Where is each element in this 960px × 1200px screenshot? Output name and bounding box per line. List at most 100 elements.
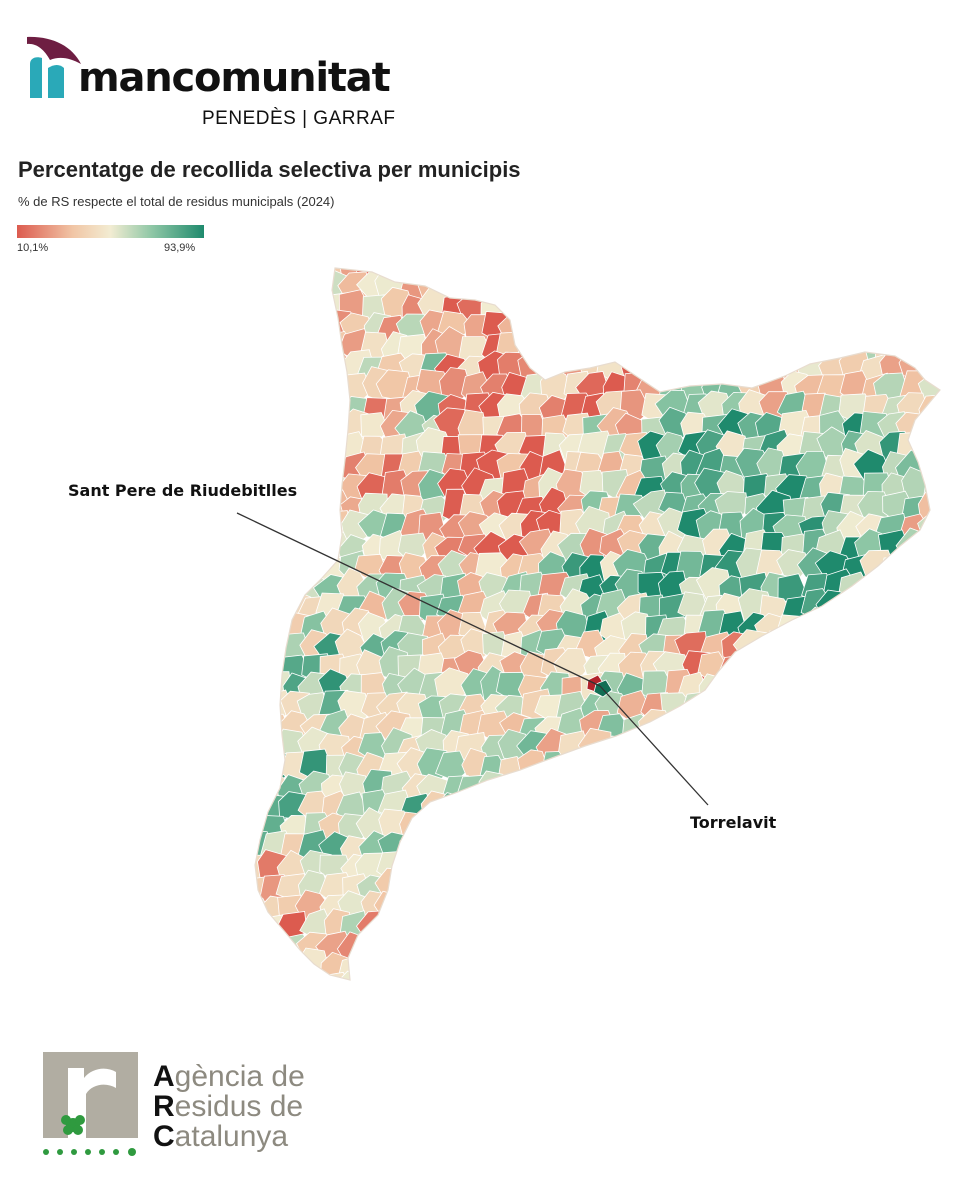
municipality-cell bbox=[484, 913, 515, 946]
municipality-cell bbox=[737, 285, 773, 324]
municipality-cell bbox=[441, 834, 477, 866]
municipality-cell bbox=[595, 891, 633, 926]
municipality-cell bbox=[581, 870, 613, 904]
municipality-cell bbox=[938, 432, 940, 466]
municipality-cell bbox=[897, 728, 933, 763]
municipality-cell bbox=[920, 892, 940, 925]
municipality-cell bbox=[794, 653, 830, 685]
municipality-cell bbox=[641, 812, 674, 846]
municipality-cell bbox=[356, 950, 391, 980]
municipality-cell bbox=[255, 595, 271, 625]
municipality-cell bbox=[780, 973, 815, 980]
municipality-cell bbox=[697, 334, 729, 367]
municipality-cell bbox=[497, 948, 529, 980]
municipality-cell bbox=[862, 913, 895, 947]
municipality-cell bbox=[516, 314, 552, 346]
municipality-cell bbox=[402, 990, 431, 1021]
municipality-cell bbox=[899, 673, 934, 709]
municipality-cell bbox=[536, 806, 574, 843]
municipality-cell bbox=[918, 850, 940, 883]
municipality-cell bbox=[879, 313, 916, 346]
municipality-cell bbox=[918, 647, 940, 685]
municipality-cell bbox=[279, 392, 313, 426]
callout-line-torrelavit bbox=[599, 685, 709, 806]
municipality-cells bbox=[255, 268, 940, 1028]
municipality-cell bbox=[401, 971, 438, 980]
municipality-cell bbox=[458, 995, 490, 1025]
municipality-cell bbox=[899, 651, 933, 682]
municipality-cell bbox=[315, 433, 350, 468]
municipality-cell bbox=[255, 691, 272, 728]
legend-max-label: 93,9% bbox=[164, 242, 196, 254]
municipality-cell bbox=[861, 652, 891, 686]
municipality-cell bbox=[413, 946, 450, 980]
municipality-cell bbox=[903, 273, 936, 309]
municipality-cell bbox=[780, 268, 816, 289]
municipality-cell bbox=[921, 568, 940, 604]
municipality-cell bbox=[376, 909, 412, 945]
municipality-cell bbox=[255, 576, 271, 609]
municipality-cell bbox=[675, 712, 710, 747]
municipality-cell bbox=[816, 893, 851, 928]
municipality-cell bbox=[258, 373, 295, 410]
municipality-cell bbox=[441, 890, 474, 925]
municipality-cell bbox=[255, 973, 274, 980]
municipality-cell bbox=[936, 710, 940, 746]
municipality-cell bbox=[878, 727, 914, 764]
municipality-cell bbox=[561, 871, 594, 904]
municipality-cell bbox=[360, 991, 390, 1027]
municipality-cell bbox=[561, 309, 595, 346]
municipality-cell bbox=[699, 887, 729, 924]
municipality-cell bbox=[255, 336, 271, 369]
municipality-cell bbox=[415, 268, 447, 286]
municipality-cell bbox=[877, 791, 912, 822]
municipality-cell bbox=[917, 555, 940, 587]
municipality-cell bbox=[921, 450, 940, 484]
municipality-cell bbox=[643, 993, 672, 1025]
municipality-cell bbox=[864, 774, 895, 807]
municipality-cell bbox=[622, 891, 654, 923]
municipality-cell bbox=[636, 751, 668, 781]
municipality-cell bbox=[858, 289, 891, 321]
municipality-cell bbox=[537, 930, 576, 962]
municipality-cell bbox=[559, 850, 595, 883]
municipality-cell bbox=[918, 413, 940, 446]
municipality-cell bbox=[719, 991, 753, 1026]
municipality-cell bbox=[794, 272, 832, 308]
municipality-cell bbox=[275, 349, 314, 385]
municipality-cell bbox=[659, 949, 693, 980]
municipality-cell bbox=[758, 770, 792, 805]
municipality-cell bbox=[881, 592, 913, 625]
municipality-cell bbox=[437, 992, 471, 1023]
municipality-cell bbox=[518, 770, 555, 805]
municipality-cell bbox=[283, 990, 311, 1028]
municipality-cell bbox=[773, 913, 808, 946]
municipality-cell bbox=[760, 650, 796, 684]
municipality-cell bbox=[458, 874, 493, 904]
municipality-cell bbox=[755, 695, 792, 728]
municipality-cell bbox=[937, 873, 940, 908]
municipality-cell bbox=[799, 672, 834, 707]
municipality-cell bbox=[437, 933, 472, 968]
municipality-cell bbox=[419, 811, 456, 851]
municipality-cell bbox=[579, 308, 614, 343]
municipality-cell bbox=[919, 529, 940, 566]
municipality-cell bbox=[379, 997, 413, 1024]
municipality-cell bbox=[836, 752, 870, 785]
municipality-cell bbox=[781, 853, 818, 884]
municipality-cell bbox=[776, 309, 812, 344]
municipality-cell bbox=[659, 893, 693, 927]
municipality-cell bbox=[541, 774, 574, 810]
municipality-cell bbox=[498, 816, 536, 848]
municipality-cell bbox=[939, 774, 940, 809]
municipality-cell bbox=[834, 874, 869, 906]
municipality-cell bbox=[799, 691, 836, 725]
municipality-cell bbox=[255, 736, 276, 770]
municipality-cell bbox=[860, 952, 891, 980]
legend-min-label: 10,1% bbox=[17, 242, 49, 254]
municipality-cell bbox=[900, 552, 938, 586]
municipality-cell bbox=[502, 914, 533, 948]
municipality-cell bbox=[841, 292, 874, 330]
arc-text-line-3: Catalunya bbox=[153, 1120, 289, 1153]
